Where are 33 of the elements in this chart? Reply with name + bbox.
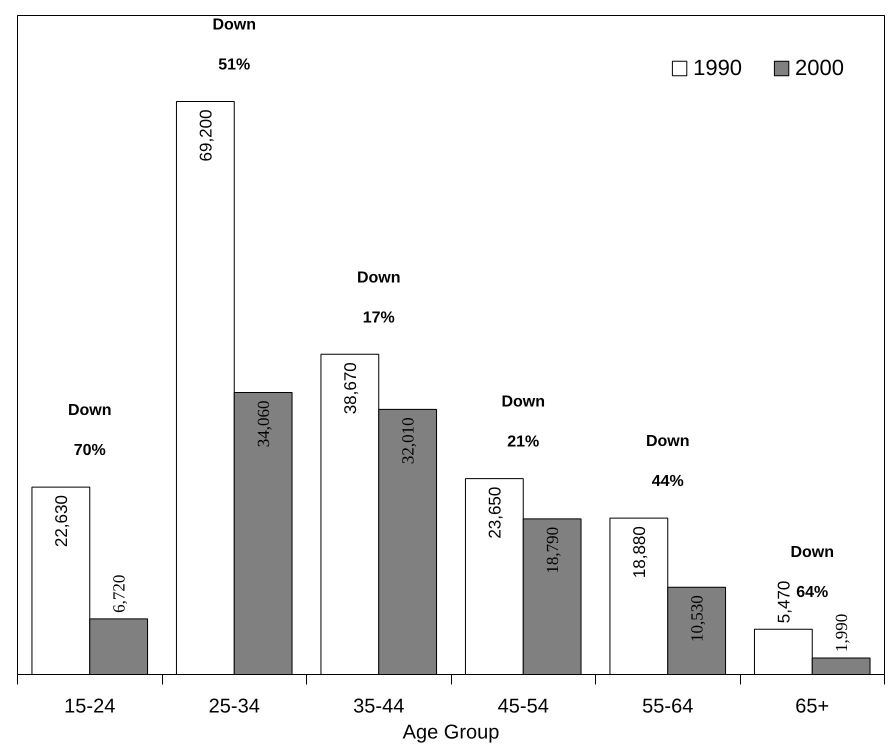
annotation: 44% — [652, 473, 684, 490]
annotation: Down — [356, 269, 401, 286]
data-label: 10,530 — [688, 595, 707, 642]
text: Down — [212, 16, 256, 34]
annotation: Down — [790, 544, 834, 562]
legend-label: 2000 — [795, 55, 844, 81]
data-label: 1,990 — [832, 614, 852, 652]
legend-label: 1990 — [693, 55, 742, 81]
annotation: 21% — [507, 434, 540, 451]
annotation: 17% — [362, 309, 395, 326]
text: 51% — [218, 56, 250, 74]
data-label: 34,060 — [254, 400, 274, 448]
x-axis-title: Age Group — [402, 722, 500, 744]
x-tick-label: 65+ — [795, 696, 830, 718]
data-label: 5,470 — [774, 580, 794, 624]
data-label: 32,010 — [398, 417, 418, 464]
x-tick-label: 35-44 — [353, 696, 404, 718]
x-tick-label: 55-64 — [642, 696, 694, 718]
annotation: Down — [68, 402, 112, 420]
annotation: Down — [501, 394, 546, 411]
data-label: 18,790 — [543, 526, 562, 574]
data-label: 18,880 — [630, 526, 649, 578]
data-label: 69,200 — [196, 109, 216, 162]
x-tick-label: 25-34 — [208, 696, 260, 718]
data-label: 23,650 — [485, 486, 504, 539]
data-label: 38,670 — [340, 362, 360, 414]
data-label: 6,720 — [110, 574, 129, 613]
annotation: 64% — [796, 584, 828, 602]
data-label: 22,630 — [52, 495, 71, 548]
annotation: 70% — [74, 442, 106, 460]
x-tick-label: 15-24 — [64, 696, 116, 718]
annotation: Down — [646, 433, 690, 450]
x-tick-label: 45-54 — [498, 696, 549, 718]
